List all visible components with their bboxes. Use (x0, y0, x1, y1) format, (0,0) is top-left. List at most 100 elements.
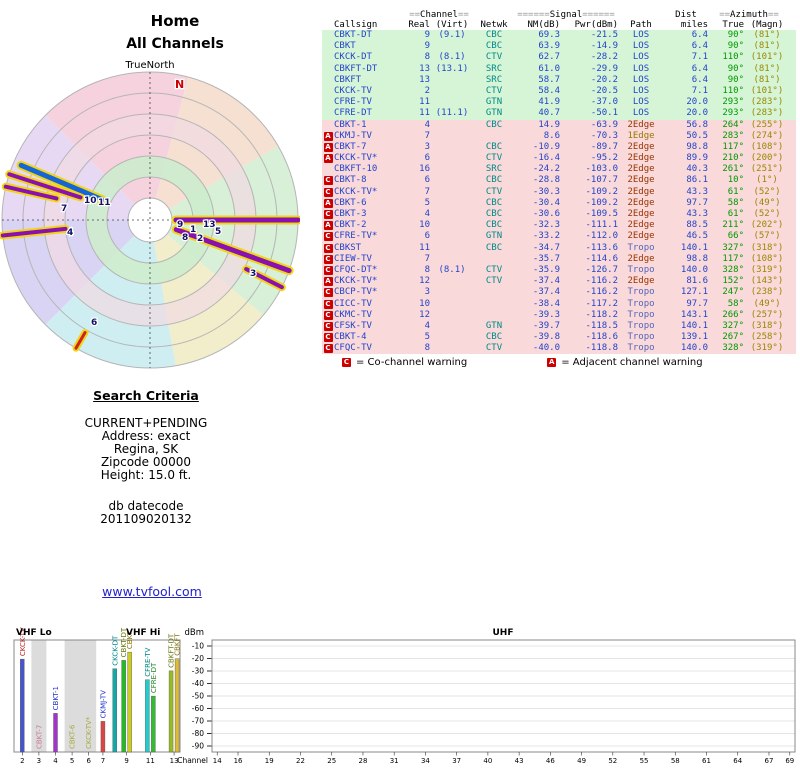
muted-station-label: CBKT-7 (35, 725, 43, 749)
cell-path: 2Edge (627, 220, 655, 231)
cell-miles: 20.0 (686, 108, 708, 119)
cell-callsign: CIEW-TV (334, 253, 372, 264)
x-tick-label: 7 (101, 757, 105, 765)
channel-label: 5 (215, 227, 221, 237)
station-spoke (244, 267, 284, 290)
cell-pwr: -21.5 (590, 30, 618, 40)
cell-warning: C (322, 231, 334, 242)
x-tick-label: 14 (213, 757, 222, 765)
cell-miles: 140.1 (680, 320, 708, 331)
x-tick-label: 31 (390, 757, 399, 765)
cell-warning: C (322, 299, 334, 310)
cell-magn: (49°) (753, 298, 781, 309)
warning-badge: C (323, 299, 333, 309)
x-tick-label: 52 (608, 757, 617, 765)
cell-miles: 140.0 (680, 343, 708, 354)
cell-miles: 40.3 (686, 164, 708, 175)
cell-nm: -30.6 (532, 209, 560, 219)
warning-badge: C (323, 333, 333, 343)
y-tick-label: -60 (192, 704, 204, 713)
cell-netwk: CTV (485, 85, 503, 96)
cell-magn: (318°) (750, 320, 784, 331)
band-section-label: VHF Hi (126, 628, 160, 638)
table-row: C CBKST 11 CBC -34.7 -113.6 Tropo 140.1 327° (318… (322, 242, 796, 254)
cell-magn: (318°) (750, 242, 784, 253)
channel-label: 2 (197, 234, 203, 244)
cell-path: Tropo (627, 287, 655, 298)
cell-path: 2Edge (627, 276, 655, 287)
warning-badge: A (323, 277, 333, 287)
warning-badge: C (323, 243, 333, 253)
column-header-cell: NM(dB) (527, 20, 560, 30)
cell-magn: (101°) (750, 52, 784, 63)
signal-bar (145, 679, 150, 753)
cell-netwk: CBC (485, 119, 503, 130)
table-row: CBKFT 13 SRC 58.7 -20.2 LOS 6.4 90° (81°) (322, 74, 796, 86)
cell-magn: (1°) (756, 175, 778, 186)
cell-pwr: -29.9 (590, 63, 618, 74)
station-label: CBKT (126, 630, 134, 649)
cell-callsign: CBKFT-DT (334, 63, 378, 74)
signal-table: ==Channel== ======Signal====== Dist ==Azimu… (322, 10, 796, 355)
column-header-cell: (Virt) (435, 20, 469, 30)
station-spoke (3, 184, 59, 201)
cell-true: 210° (722, 153, 744, 164)
cell-callsign: CFRE-DT (334, 108, 372, 119)
datecode-value: 201109020132 (100, 512, 192, 526)
warning-badge: A (323, 221, 333, 231)
table-row: C CFQC-DT* 8 (8.1) CTV -35.9 -126.7 Tropo 140.0 3… (322, 264, 796, 277)
cell-nm: -32.3 (532, 220, 560, 231)
cell-netwk: CBC (485, 30, 503, 40)
cell-real: 13 (419, 63, 430, 74)
cell-netwk: SRC (485, 63, 503, 74)
cell-nm: 63.9 (538, 41, 560, 52)
cell-true: 110° (722, 85, 744, 96)
channel-label: N (175, 78, 184, 91)
datecode-label: db datecode (108, 499, 184, 513)
cell-real: 4 (424, 209, 430, 219)
cell-miles: 140.1 (680, 242, 708, 253)
cell-callsign: CFRE-TV* (334, 231, 378, 242)
spectrum-chart: CBKT-7 CBKT-6 CKCK-TV* -10 -20 -30 -40 -50 -60 -7… (13, 627, 796, 765)
cell-real: 11 (419, 108, 430, 119)
x-tick-label: 5 (70, 757, 74, 765)
co-channel-badge: C (342, 358, 351, 367)
station-label: CBKFT (174, 633, 182, 656)
cell-miles: 127.1 (680, 287, 708, 298)
cell-warning: C (322, 175, 334, 186)
table-row: CBKT-1 4 CBC 14.9 -63.9 2Edge 56.8 264° (255°) (322, 119, 796, 131)
cell-pwr: -118.6 (585, 332, 618, 343)
table-row: CBKFT-10 16 SRC -24.2 -103.0 2Edge 40.3 261° (25… (322, 164, 796, 176)
tvfool-link[interactable]: www.tvfool.com (102, 584, 202, 599)
cell-warning: C (322, 209, 334, 220)
cell-warning: A (322, 131, 334, 142)
cell-true: 267° (722, 332, 744, 343)
cell-nm: -30.4 (532, 197, 560, 208)
cell-true: 328° (722, 343, 744, 354)
cell-true: 90° (727, 30, 744, 40)
channel-label: 7 (61, 204, 67, 214)
cell-miles: 97.7 (686, 197, 708, 208)
cell-magn: (81°) (753, 41, 781, 52)
cell-callsign: CBKT-1 (334, 119, 367, 130)
table-row: C CKCK-TV* 7 CTV -30.3 -109.2 2Edge 43.3 61° (52°… (322, 186, 796, 198)
cell-netwk: CTV (485, 186, 503, 197)
cell-pwr: -20.5 (590, 85, 618, 96)
cell-real: 9 (424, 41, 430, 52)
table-row: A CKMJ-TV 7 8.6 -70.3 1Edge 50.5 283° (274°) (322, 130, 796, 142)
station-spoke (74, 331, 87, 350)
cell-warning: A (322, 198, 334, 209)
cell-nm: -38.4 (532, 298, 560, 309)
cell-true: 211° (722, 220, 744, 231)
cell-pwr: -118.2 (585, 309, 618, 320)
cell-real: 6 (424, 175, 430, 186)
signal-bar (112, 668, 117, 753)
warning-badge: A (323, 154, 333, 164)
signal-bar (127, 651, 132, 753)
page-title: Home (150, 12, 200, 30)
vhf-panel-border (13, 639, 181, 753)
cell-path: 2Edge (627, 175, 655, 186)
cell-path: LOS (632, 74, 650, 85)
cell-magn: (57°) (753, 231, 781, 242)
table-row: C CICC-TV 10 -38.4 -117.2 Tropo 97.7 58° (49°) (322, 298, 796, 310)
